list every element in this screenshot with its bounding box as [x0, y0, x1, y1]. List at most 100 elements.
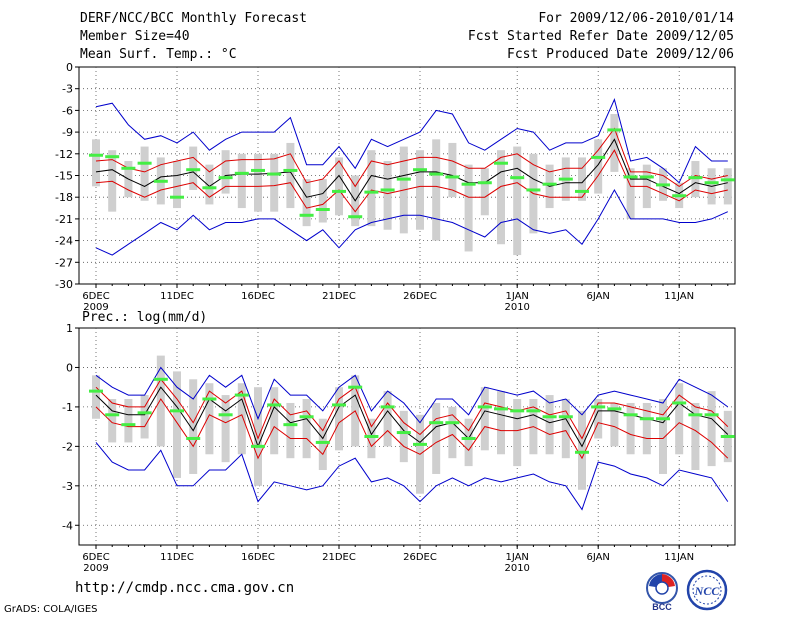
range-box [513, 399, 522, 467]
range-box [173, 161, 181, 209]
range-box [335, 387, 343, 451]
range-box [254, 387, 262, 486]
range-box [286, 402, 295, 459]
obs-marker [704, 413, 719, 417]
x-tick-label: 1JAN [505, 291, 528, 302]
range-box [286, 142, 295, 209]
obs-marker [623, 413, 638, 417]
obs-marker [672, 401, 687, 405]
obs-marker [720, 435, 735, 438]
obs-marker [461, 182, 476, 186]
obs-marker [575, 450, 589, 454]
x-tick-label: 6DEC [82, 552, 109, 563]
range-box [432, 402, 441, 474]
obs-marker [720, 178, 735, 182]
range-box [302, 399, 311, 459]
obs-marker [704, 181, 719, 185]
obs-marker [542, 182, 557, 186]
y-tick-label: -18 [55, 191, 73, 204]
series-line-min [95, 188, 729, 256]
obs-marker [477, 405, 492, 409]
series-line-min [95, 442, 729, 511]
range-box [497, 150, 505, 245]
range-box [448, 142, 457, 198]
fcst-produced-date: Fcst Produced Date 2009/12/06 [507, 47, 734, 62]
y-tick-label: -30 [55, 278, 73, 291]
range-box [707, 391, 716, 467]
range-box [367, 418, 376, 459]
obs-marker [105, 413, 120, 417]
obs-marker [202, 186, 217, 190]
fcst-started-date: Fcst Started Refer Date 2009/12/05 [467, 29, 734, 44]
range-box [140, 146, 149, 201]
range-box [416, 150, 424, 230]
range-box [156, 355, 165, 447]
range-box [173, 371, 181, 478]
obs-marker [558, 415, 573, 419]
range-box [642, 402, 651, 455]
range-box [594, 399, 603, 439]
obs-marker [170, 195, 184, 199]
y-tick-label: 0 [66, 61, 73, 74]
obs-marker [348, 215, 363, 219]
obs-marker [234, 171, 249, 175]
y-tick-label: -24 [55, 235, 73, 248]
obs-marker [299, 415, 314, 419]
range-box [578, 410, 586, 490]
range-box [545, 395, 554, 455]
obs-marker [121, 423, 136, 427]
member-size: Member Size=40 [80, 29, 190, 44]
range-box [254, 153, 262, 212]
range-box [383, 161, 392, 230]
y-tick-label: -3 [62, 480, 73, 493]
obs-marker [89, 389, 103, 393]
obs-marker [251, 168, 265, 172]
range-box [221, 395, 230, 463]
obs-marker [186, 168, 201, 172]
range-box [480, 168, 489, 216]
obs-marker [413, 442, 427, 446]
range-box [594, 139, 603, 194]
range-box [335, 157, 343, 216]
range-box [367, 150, 376, 227]
ncc-logo-text: NCC [694, 584, 721, 598]
y-tick-label: 1 [66, 322, 73, 335]
range-box [237, 153, 246, 209]
obs-marker [137, 161, 152, 165]
range-box [561, 399, 570, 459]
obs-marker [283, 423, 298, 427]
obs-marker [153, 179, 168, 183]
x-tick-label: 16DEC [241, 552, 275, 563]
obs-marker [461, 436, 476, 440]
range-box [237, 383, 246, 455]
obs-marker [656, 417, 670, 421]
range-box [270, 153, 279, 212]
range-box [302, 179, 311, 227]
obs-marker [348, 385, 363, 389]
series-line-lower [95, 398, 729, 460]
obs-marker [591, 155, 606, 159]
range-box [448, 406, 457, 459]
range-box [723, 168, 732, 205]
obs-marker [105, 155, 120, 159]
x-tick-label: 26DEC [403, 552, 437, 563]
obs-marker [542, 415, 557, 419]
bcc-logo-text: BCC [652, 602, 672, 612]
y-tick-label: -12 [55, 148, 73, 161]
obs-marker [429, 421, 444, 425]
obs-marker [623, 175, 638, 179]
range-box [675, 383, 684, 455]
obs-marker [510, 409, 525, 413]
range-box [578, 157, 586, 201]
chart-title: DERF/NCC/BCC Monthly Forecast [80, 11, 307, 26]
obs-marker [121, 166, 136, 170]
range-box [318, 418, 327, 471]
obs-marker [526, 188, 541, 192]
forecast-period: For 2009/12/06-2010/01/14 [538, 11, 734, 26]
series-line-upper [95, 127, 728, 188]
x-tick-label: 6DEC [82, 291, 109, 302]
obs-marker [639, 175, 654, 179]
x-tick-label: 16DEC [241, 291, 275, 302]
range-box [318, 179, 327, 223]
